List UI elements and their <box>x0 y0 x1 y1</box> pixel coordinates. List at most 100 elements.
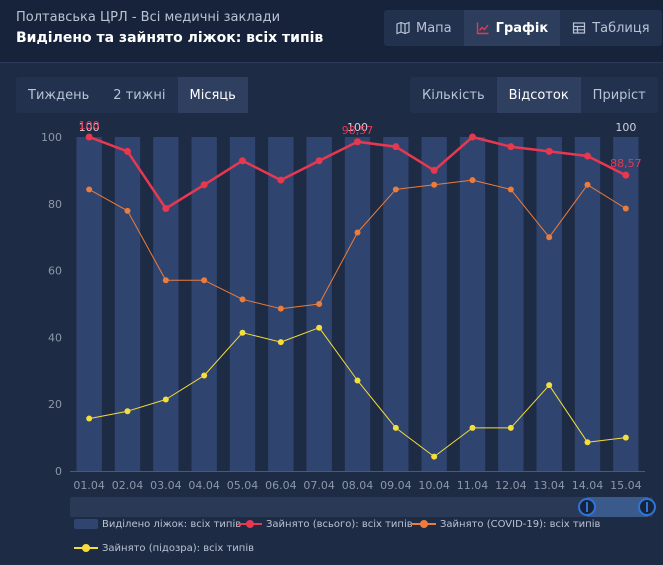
point-total <box>545 147 553 155</box>
bar-allocated <box>344 137 371 471</box>
x-tick-label: 06.04 <box>265 479 297 492</box>
bar-allocated <box>459 137 486 471</box>
point-suspect <box>162 396 169 403</box>
page-subtitle: Полтавська ЦРЛ - Всі медичні заклади <box>16 10 281 25</box>
point-suspect <box>124 408 131 415</box>
bar-allocated <box>153 137 179 471</box>
bar-allocated <box>574 137 601 471</box>
x-tick-label: 07.04 <box>303 479 335 492</box>
line-chart-icon <box>476 22 489 35</box>
y-tick-label: 20 <box>48 398 62 411</box>
mode-count-button[interactable]: Кількість <box>422 87 485 103</box>
mode-percent-button[interactable]: Відсоток <box>496 77 581 113</box>
point-covid <box>584 181 591 188</box>
data-label: 100 <box>79 119 100 132</box>
view-chart-label: Графік <box>495 20 549 36</box>
x-tick-label: 10.04 <box>418 479 450 492</box>
bar-allocated <box>76 137 102 471</box>
map-icon <box>396 21 410 35</box>
view-table-button[interactable]: Таблиця <box>560 10 661 46</box>
point-total <box>430 166 438 174</box>
point-covid <box>392 186 399 193</box>
mode-growth-button[interactable]: Приріст <box>592 87 646 103</box>
data-label: 100 <box>347 121 368 134</box>
period-2weeks-button[interactable]: 2 тижні <box>113 87 166 103</box>
range-slider-track <box>70 497 653 517</box>
point-covid <box>469 177 476 184</box>
legend-label-allocated: Виділено ліжок: всіх типів <box>102 518 242 530</box>
x-tick-label: 12.04 <box>495 479 527 492</box>
legend-item-total[interactable]: Зайнято (всього): всіх типів <box>238 518 413 530</box>
point-suspect <box>392 424 399 431</box>
x-tick-label: 08.04 <box>342 479 374 492</box>
point-total <box>584 152 591 160</box>
bar-allocated <box>114 137 141 471</box>
x-tick-label: 01.04 <box>73 479 105 492</box>
point-total <box>277 176 285 184</box>
legend-item-covid[interactable]: Зайнято (COVID-19): всіх типів <box>412 518 600 530</box>
bar-allocated <box>191 137 217 471</box>
point-covid <box>622 205 629 212</box>
legend-bar-swatch-icon <box>74 519 98 529</box>
period-week-button[interactable]: Тиждень <box>28 87 90 103</box>
view-table-label: Таблиця <box>592 20 650 36</box>
point-total <box>124 147 131 155</box>
data-label: 88,57 <box>610 157 642 170</box>
legend-item-suspect[interactable]: Зайнято (підозра): всіх типів <box>74 542 254 554</box>
point-suspect <box>277 339 284 346</box>
point-covid <box>354 229 361 236</box>
view-switcher: Мапа Графік Таблиця <box>384 10 662 46</box>
table-icon <box>573 22 586 34</box>
bar-allocated <box>383 137 409 471</box>
x-tick-label: 02.04 <box>112 479 144 492</box>
bar-allocated <box>536 137 562 471</box>
bar-allocated <box>421 137 447 471</box>
x-tick-label: 15.04 <box>610 479 642 492</box>
point-covid <box>316 301 323 307</box>
legend-item-allocated[interactable]: Виділено ліжок: всіх типів <box>74 518 241 530</box>
data-label: 98,57 <box>342 124 374 137</box>
period-switcher: Тиждень 2 тижні Місяць <box>16 77 248 113</box>
y-tick-label: 60 <box>48 265 62 278</box>
data-label: 100 <box>79 121 100 134</box>
point-suspect <box>469 424 476 431</box>
point-total <box>200 181 208 189</box>
point-covid <box>86 186 93 193</box>
point-total <box>85 133 93 141</box>
point-suspect <box>546 382 553 389</box>
point-total <box>622 171 630 179</box>
legend-label-covid: Зайнято (COVID-19): всіх типів <box>440 518 601 530</box>
bar-allocated <box>498 137 524 471</box>
y-tick-label: 0 <box>55 465 62 478</box>
x-tick-label: 04.04 <box>188 479 220 492</box>
point-total <box>162 204 170 212</box>
range-slider-window <box>587 497 648 517</box>
point-covid <box>507 186 514 193</box>
x-tick-label: 09.04 <box>380 479 412 492</box>
point-covid <box>239 296 246 303</box>
legend-line-marker-icon <box>412 520 436 528</box>
point-covid <box>201 277 208 284</box>
point-covid <box>546 234 553 241</box>
point-covid <box>277 305 284 312</box>
mode-switcher: Кількість Відсоток Приріст <box>410 77 658 113</box>
point-total <box>469 133 476 141</box>
point-suspect <box>622 434 629 441</box>
point-suspect <box>507 424 514 431</box>
bar-allocated <box>268 137 294 471</box>
bar-allocated <box>229 137 256 471</box>
point-total <box>392 143 400 151</box>
legend-label-suspect: Зайнято (підозра): всіх типів <box>102 542 255 554</box>
period-month-button[interactable]: Місяць <box>177 77 248 113</box>
point-suspect <box>316 324 323 331</box>
point-total <box>239 157 246 165</box>
x-tick-label: 14.04 <box>572 479 604 492</box>
view-map-button[interactable]: Мапа <box>384 10 464 46</box>
legend-line-marker-icon <box>238 520 262 528</box>
y-tick-label: 40 <box>48 331 62 344</box>
point-suspect <box>201 372 208 379</box>
page-title: Виділено та зайнято ліжок: всіх типів <box>16 30 324 46</box>
y-tick-label: 80 <box>48 198 62 211</box>
view-chart-button[interactable]: Графік <box>463 10 561 46</box>
